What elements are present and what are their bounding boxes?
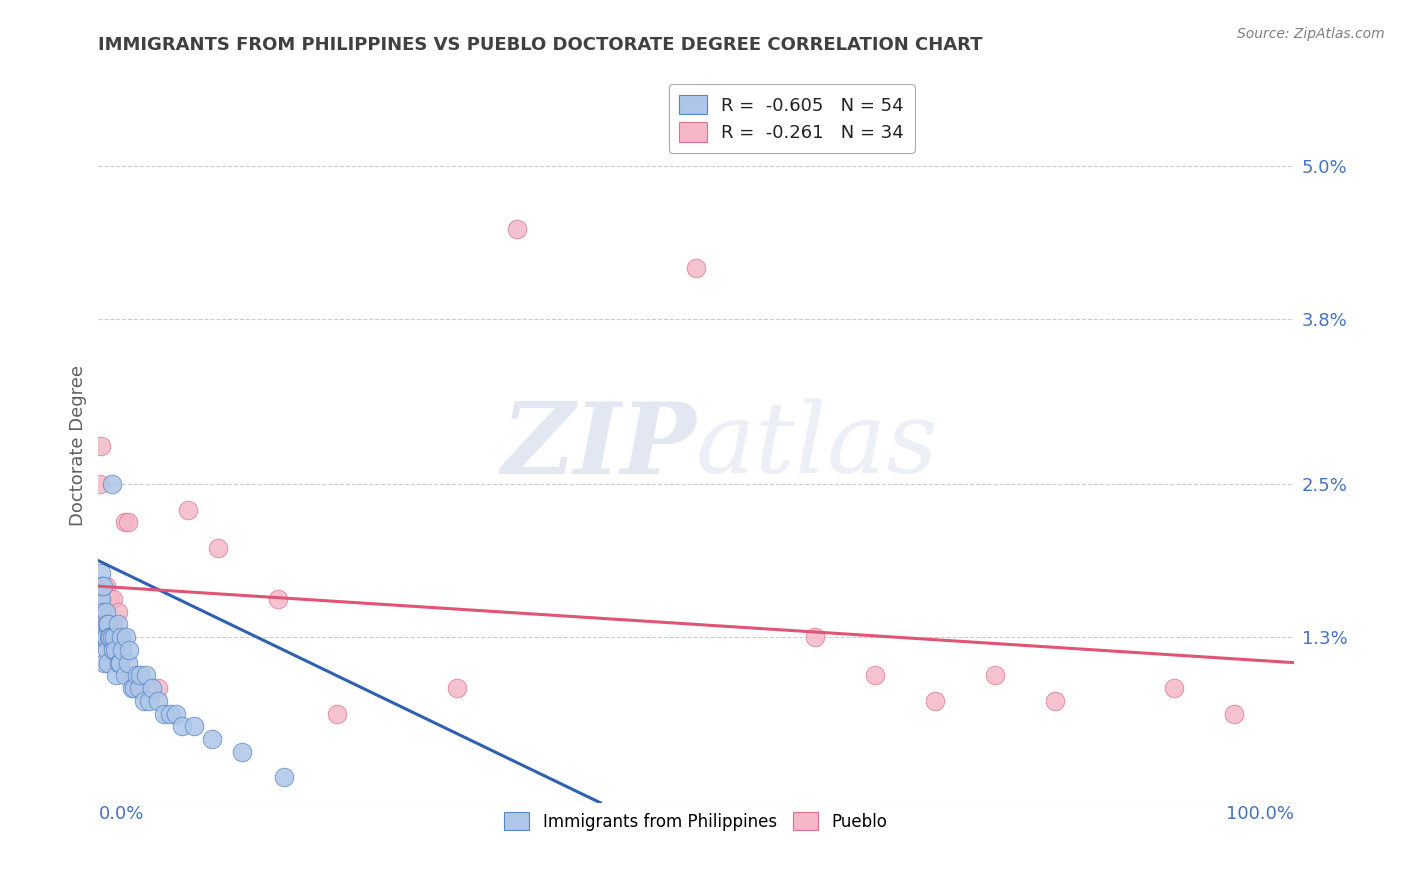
Point (93, 630, 115, 644)
Point (91, 630, 114, 644)
Point (129, 681, 152, 695)
Point (98, 630, 122, 644)
Point (135, 668, 157, 682)
Point (114, 516, 136, 530)
Point (685, 260, 707, 275)
Point (101, 643, 124, 657)
Text: 0.0%: 0.0% (98, 805, 143, 823)
Point (114, 668, 136, 682)
Text: atlas: atlas (696, 399, 939, 493)
Text: 100.0%: 100.0% (1226, 805, 1294, 823)
Point (177, 502, 200, 516)
Point (231, 745, 253, 759)
Point (104, 643, 127, 657)
Point (94, 605, 117, 619)
Point (91, 579, 114, 593)
Point (103, 630, 125, 644)
Text: IMMIGRANTS FROM PHILIPPINES VS PUEBLO DOCTORATE DEGREE CORRELATION CHART: IMMIGRANTS FROM PHILIPPINES VS PUEBLO DO… (98, 36, 983, 54)
Point (124, 668, 146, 682)
Point (105, 668, 128, 682)
Point (97, 591, 120, 606)
Legend: Immigrants from Philippines, Pueblo: Immigrants from Philippines, Pueblo (498, 805, 894, 838)
Point (138, 694, 160, 708)
Point (159, 706, 181, 721)
Point (107, 656, 129, 670)
Point (93, 617, 115, 632)
Point (132, 694, 155, 708)
Point (148, 681, 170, 695)
Point (128, 681, 150, 695)
Point (94, 579, 117, 593)
Point (101, 591, 124, 606)
Point (97, 617, 120, 632)
Point (121, 681, 143, 695)
Point (100, 630, 122, 644)
Point (125, 668, 148, 682)
Point (201, 732, 224, 747)
Point (326, 706, 349, 721)
Point (984, 668, 1007, 682)
Point (90, 591, 112, 606)
Point (141, 681, 163, 695)
Point (117, 656, 139, 670)
Point (1163, 681, 1185, 695)
Point (107, 605, 129, 619)
Point (172, 719, 194, 733)
Point (90, 439, 112, 453)
Point (100, 617, 122, 632)
Point (110, 630, 132, 644)
Point (98, 643, 121, 657)
Y-axis label: Doctorate Degree: Doctorate Degree (69, 366, 87, 526)
Point (124, 681, 146, 695)
Point (98, 630, 121, 644)
Point (96, 643, 118, 657)
Point (89, 617, 111, 632)
Point (273, 770, 295, 784)
Point (804, 630, 827, 644)
Point (90, 566, 112, 581)
Point (91, 605, 114, 619)
Point (1223, 706, 1246, 721)
Point (90, 630, 112, 644)
Text: Source: ZipAtlas.com: Source: ZipAtlas.com (1237, 27, 1385, 41)
Point (108, 656, 131, 670)
Point (93, 630, 115, 644)
Point (91, 617, 114, 632)
Point (91, 591, 114, 606)
Point (98, 591, 122, 606)
Point (865, 668, 887, 682)
Point (91, 579, 114, 593)
Point (108, 630, 131, 644)
Point (183, 719, 205, 733)
Text: ZIP: ZIP (501, 398, 696, 494)
Point (148, 694, 170, 708)
Point (93, 656, 115, 670)
Point (89, 477, 111, 491)
Point (446, 681, 468, 695)
Point (89, 591, 111, 606)
Point (207, 541, 229, 555)
Point (118, 643, 141, 657)
Point (104, 643, 127, 657)
Point (117, 516, 139, 530)
Point (153, 706, 176, 721)
Point (91, 605, 114, 619)
Point (1043, 694, 1066, 708)
Point (129, 668, 152, 682)
Point (267, 591, 290, 606)
Point (94, 630, 117, 644)
Point (107, 617, 129, 632)
Point (96, 630, 118, 644)
Point (97, 656, 120, 670)
Point (165, 706, 187, 721)
Point (111, 643, 134, 657)
Point (96, 617, 118, 632)
Point (115, 630, 138, 644)
Point (924, 694, 946, 708)
Point (506, 222, 529, 236)
Point (100, 477, 122, 491)
